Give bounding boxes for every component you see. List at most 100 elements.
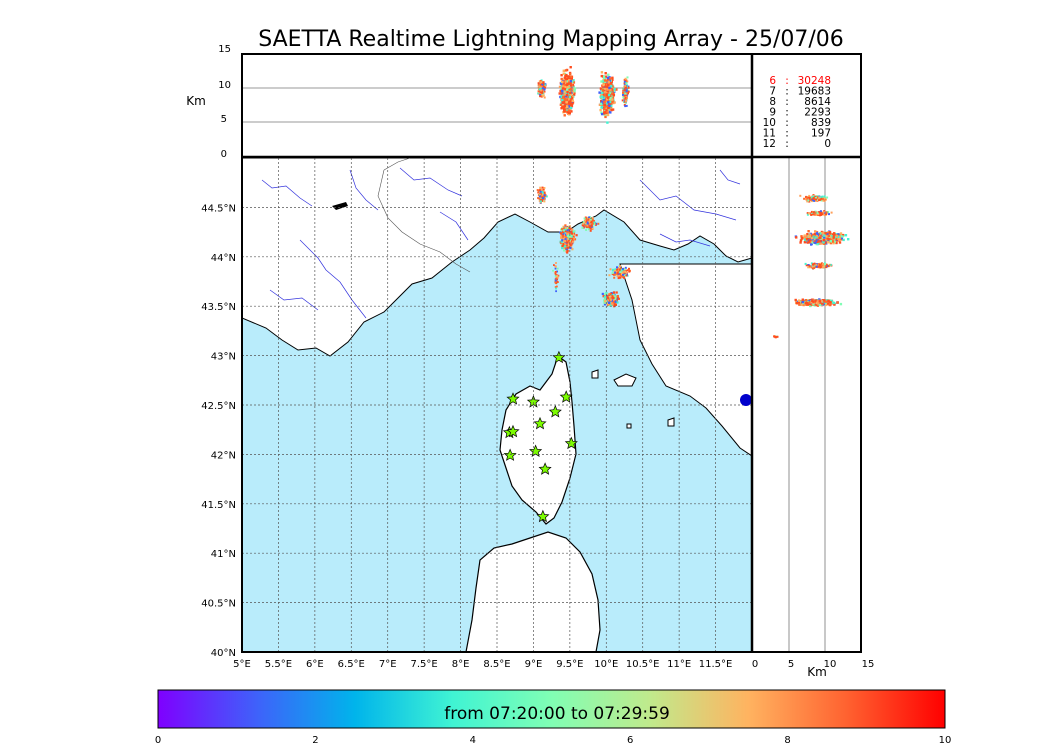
altitude-point bbox=[624, 96, 627, 99]
side-altitude-point bbox=[840, 237, 843, 240]
map-panel: 5°E 5.5°E 6°E 6.5°E 7°E 7.5°E 8°E 8.5°E 9°E 9.5°E… bbox=[201, 158, 752, 670]
lightning-point bbox=[540, 198, 543, 201]
lat-tick-label: 40°N bbox=[211, 648, 236, 659]
altitude-point bbox=[598, 91, 601, 94]
altitude-point bbox=[569, 106, 573, 110]
side-altitude-point bbox=[819, 196, 822, 199]
altitude-point bbox=[627, 85, 630, 88]
colorbar-bar bbox=[157, 689, 946, 729]
lightning-point bbox=[618, 268, 621, 271]
side-altitude-point bbox=[833, 239, 837, 242]
station-count-panel: 6:302487:196838:86149:229310:83911:19712… bbox=[753, 54, 861, 156]
side-altitude-point bbox=[836, 301, 839, 304]
side-altitude-point bbox=[826, 265, 829, 268]
altitude-point bbox=[602, 75, 606, 78]
lightning-point bbox=[618, 272, 621, 275]
altitude-point bbox=[624, 101, 627, 104]
colorbar-tick-label: 10 bbox=[939, 735, 952, 746]
lightning-point bbox=[588, 228, 590, 231]
side-altitude-point bbox=[841, 233, 845, 237]
side-tick-10: 10 bbox=[824, 659, 837, 670]
montecristo-island bbox=[626, 423, 632, 429]
side-altitude-point bbox=[827, 211, 830, 214]
altitude-point bbox=[625, 100, 628, 102]
lightning-point bbox=[591, 227, 594, 230]
count-stations: 9 bbox=[769, 107, 776, 119]
side-altitude-point bbox=[810, 241, 814, 244]
lon-tick-label: 6.5°E bbox=[338, 659, 365, 670]
altitude-point bbox=[613, 88, 616, 91]
side-altitude-point bbox=[814, 211, 817, 214]
side-altitude-point bbox=[822, 239, 826, 242]
side-altitude-point bbox=[812, 235, 815, 238]
altitude-point bbox=[608, 104, 611, 107]
lightning-point bbox=[561, 235, 565, 238]
lightning-point bbox=[554, 272, 557, 275]
river-4 bbox=[269, 289, 319, 311]
altitude-point bbox=[627, 86, 630, 89]
lightning-point bbox=[616, 266, 618, 269]
colorbar-tick-label: 4 bbox=[470, 735, 476, 746]
lightning-point bbox=[624, 269, 627, 272]
side-altitude-point bbox=[811, 235, 814, 238]
side-altitude-point bbox=[813, 213, 816, 216]
altitude-point bbox=[609, 103, 612, 106]
lightning-point bbox=[541, 191, 544, 194]
lightning-point bbox=[562, 231, 565, 234]
lightning-point bbox=[566, 231, 569, 234]
station-count-list: 6:302487:196838:86149:229310:83911:19712… bbox=[763, 75, 832, 150]
side-altitude-point bbox=[819, 211, 822, 214]
altitude-point bbox=[566, 109, 569, 112]
side-altitude-point bbox=[833, 303, 836, 306]
altitude-point bbox=[561, 87, 565, 90]
side-altitude-point bbox=[833, 232, 836, 235]
altitude-point bbox=[606, 92, 609, 95]
side-altitude-point bbox=[797, 301, 800, 305]
lightning-point bbox=[584, 222, 587, 225]
altitude-lat-panel: 0 5 10 15 Km bbox=[752, 158, 874, 679]
side-altitude-point bbox=[826, 302, 830, 305]
side-altitude-point bbox=[829, 241, 833, 245]
side-altitude-point bbox=[820, 212, 823, 215]
altitude-point bbox=[567, 85, 570, 89]
altitude-point bbox=[600, 111, 603, 114]
lightning-point bbox=[561, 244, 564, 247]
lightning-point bbox=[628, 270, 631, 273]
altitude-point bbox=[565, 87, 569, 90]
side-altitude-point bbox=[816, 233, 819, 236]
side-altitude-point bbox=[799, 239, 803, 242]
lightning-point bbox=[556, 270, 558, 273]
side-altitude-point bbox=[828, 238, 831, 241]
count-value: 2293 bbox=[804, 107, 831, 119]
lightning-point bbox=[617, 297, 620, 300]
side-altitude-point bbox=[832, 236, 835, 239]
side-tick-0: 0 bbox=[752, 659, 758, 670]
altitude-point bbox=[561, 89, 564, 93]
altitude-point bbox=[540, 91, 543, 94]
giglio-island bbox=[667, 417, 675, 427]
side-altitude-point bbox=[835, 238, 838, 241]
side-altitude-point bbox=[819, 239, 822, 243]
lightning-point bbox=[612, 268, 615, 271]
lightning-point bbox=[613, 270, 616, 272]
side-altitude-point bbox=[807, 197, 810, 199]
altitude-point bbox=[626, 76, 629, 79]
lightning-point bbox=[564, 238, 567, 241]
side-altitude-point bbox=[811, 265, 814, 268]
lightning-point bbox=[556, 275, 559, 277]
side-altitude-point bbox=[818, 232, 822, 235]
border-fr-it bbox=[377, 169, 471, 273]
lat-tick-label: 42.5°N bbox=[201, 401, 236, 412]
side-altitude-point bbox=[837, 233, 840, 236]
side-altitude-point bbox=[819, 198, 822, 201]
altitude-point bbox=[569, 82, 572, 85]
lightning-point bbox=[563, 235, 566, 239]
side-altitude-point bbox=[812, 303, 815, 306]
side-altitude-point bbox=[805, 198, 808, 201]
side-altitude-point bbox=[820, 300, 823, 303]
altitude-point bbox=[560, 95, 564, 98]
side-altitude-point bbox=[814, 299, 818, 302]
lightning-point bbox=[588, 223, 591, 226]
side-altitude-point bbox=[814, 303, 817, 306]
